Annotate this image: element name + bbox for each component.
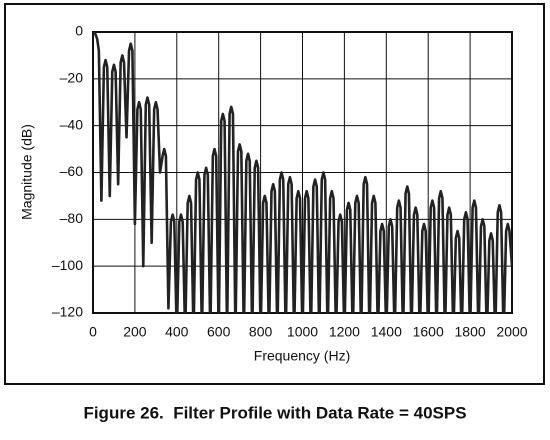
y-tick-label: –80 <box>60 210 84 226</box>
x-axis-label: Frequency (Hz) <box>254 348 350 364</box>
x-tick-label: 1600 <box>413 324 444 340</box>
x-tick-label: 1200 <box>329 324 360 340</box>
y-axis-label: Magnitude (dB) <box>19 124 35 220</box>
y-tick-label: –40 <box>60 116 84 132</box>
x-tick-label: 1000 <box>287 324 318 340</box>
y-tick-label: –20 <box>60 70 84 86</box>
x-tick-label: 0 <box>89 324 97 340</box>
x-tick-label: 600 <box>207 324 231 340</box>
x-tick-label: 1800 <box>455 324 486 340</box>
x-tick-label: 800 <box>249 324 273 340</box>
y-tick-label: –100 <box>52 257 83 273</box>
x-tick-label: 400 <box>165 324 189 340</box>
frame <box>4 3 545 385</box>
caption: Figure 26. Filter Profile with Data Rate… <box>83 403 466 422</box>
x-tick-label: 2000 <box>496 324 527 340</box>
x-tick-label: 200 <box>123 324 147 340</box>
y-tick-label: 0 <box>75 23 83 39</box>
y-tick-label: –120 <box>52 304 83 320</box>
series-line <box>93 32 512 313</box>
x-tick-label: 1400 <box>371 324 402 340</box>
y-tick-label: –60 <box>60 163 84 179</box>
